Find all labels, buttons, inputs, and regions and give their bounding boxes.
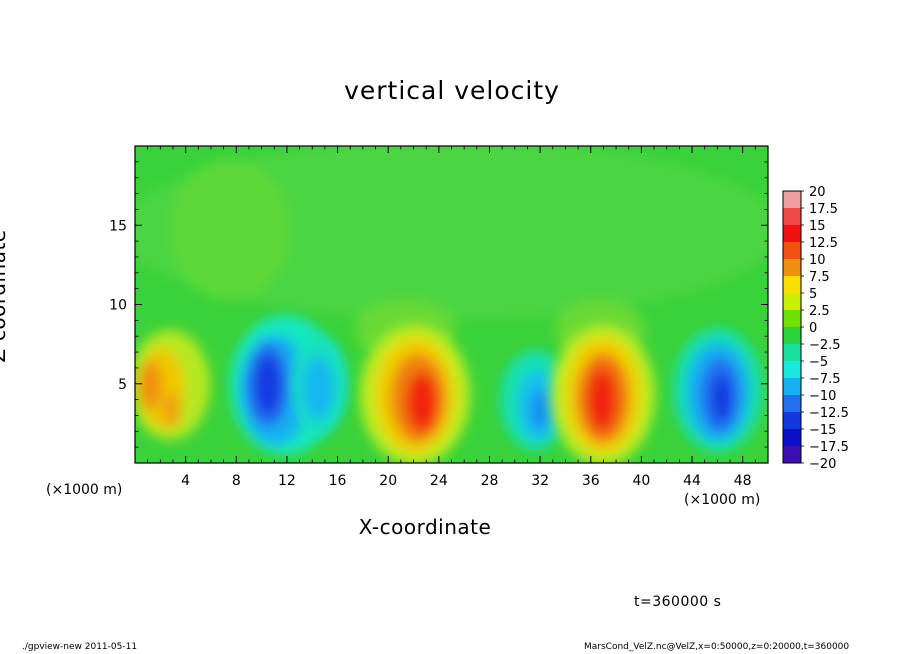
colorbar-segment xyxy=(783,446,801,464)
x-tick-label: 36 xyxy=(582,473,600,489)
colorbar-segment xyxy=(783,361,801,379)
colorbar-label: 7.5 xyxy=(809,270,830,285)
colorbar-segment xyxy=(783,225,801,243)
x-tick-label: 20 xyxy=(379,473,397,489)
feature-updraft-1 xyxy=(135,330,210,440)
x-tick-label: 16 xyxy=(329,473,347,489)
x-tick-label: 8 xyxy=(232,473,241,489)
colorbar-segment xyxy=(783,429,801,447)
colorbar-label: −15 xyxy=(809,423,836,438)
colorbar-label: 12.5 xyxy=(809,236,838,251)
colorbar-label: 2.5 xyxy=(809,304,830,319)
x-tick-label: 28 xyxy=(481,473,499,489)
colorbar-label: −7.5 xyxy=(809,372,841,387)
colorbar-label: −2.5 xyxy=(809,338,841,353)
chart-title: vertical velocity xyxy=(344,76,560,105)
colorbar-segment xyxy=(783,276,801,294)
colorbar-segment xyxy=(783,293,801,311)
footer-right: MarsCond_VelZ.nc@VelZ,x=0:50000,z=0:2000… xyxy=(584,642,850,652)
colorbar-segment xyxy=(783,378,801,396)
colorbar-label: −10 xyxy=(809,389,836,404)
colorbar-segment xyxy=(783,412,801,430)
colorbar-segment xyxy=(783,208,801,226)
colorbar-label: 17.5 xyxy=(809,202,838,217)
colorbar-segment xyxy=(783,395,801,413)
feature-downdraft-3 xyxy=(500,350,570,450)
x-tick-label: 24 xyxy=(430,473,448,489)
colorbar-label: 15 xyxy=(809,219,826,234)
y-tick-label: 10 xyxy=(109,298,127,314)
x-tick-label: 44 xyxy=(683,473,701,489)
x-axis-label: X-coordinate xyxy=(358,515,492,539)
x-tick-label: 32 xyxy=(531,473,549,489)
time-label: t=360000 s xyxy=(634,594,722,610)
x-tick-label: 40 xyxy=(632,473,650,489)
x-unit-label-right: (×1000 m) xyxy=(684,492,761,508)
field-plume-left xyxy=(170,160,290,300)
colorbar-label: 10 xyxy=(809,253,826,268)
x-unit-label-left: (×1000 m) xyxy=(46,482,123,498)
colorbar-segment xyxy=(783,191,801,209)
heatmap-field xyxy=(135,146,768,463)
colorbar-segment xyxy=(783,259,801,277)
colorbar-label: 5 xyxy=(809,287,817,302)
feature-updraft-3 xyxy=(551,325,655,463)
colorbar-segment xyxy=(783,344,801,362)
x-tick-label: 48 xyxy=(734,473,752,489)
feature-downdraft-2 xyxy=(292,337,348,433)
footer-left: ./gpview-new 2011-05-11 xyxy=(22,642,138,652)
y-tick-label: 5 xyxy=(118,377,127,393)
feature-downdraft-4 xyxy=(673,328,763,452)
colorbar-label: −17.5 xyxy=(809,440,849,455)
colorbar-label: −5 xyxy=(809,355,828,370)
y-axis-label: Z-coordinate xyxy=(0,229,10,363)
x-axis: 4 8 12 16 20 24 28 32 36 40 44 48 xyxy=(147,146,756,489)
colorbar-label: 20 xyxy=(809,185,826,200)
colorbar: 20 17.5 15 12.5 10 7.5 5 2.5 0 −2.5 −5 −7.5 −10 −12.5… xyxy=(782,185,849,472)
colorbar-label: 0 xyxy=(809,321,817,336)
colorbar-label: −12.5 xyxy=(809,406,849,421)
field-upper-band xyxy=(135,146,768,320)
colorbar-segment xyxy=(783,327,801,345)
x-tick-label: 12 xyxy=(278,473,296,489)
colorbar-segment xyxy=(783,310,801,328)
colorbar-segment xyxy=(783,242,801,260)
y-tick-label: 15 xyxy=(109,218,127,234)
y-axis: 5 10 15 xyxy=(109,161,768,448)
colorbar-label: −20 xyxy=(809,457,836,472)
feature-updraft-2 xyxy=(360,325,470,463)
x-tick-label: 4 xyxy=(181,473,190,489)
